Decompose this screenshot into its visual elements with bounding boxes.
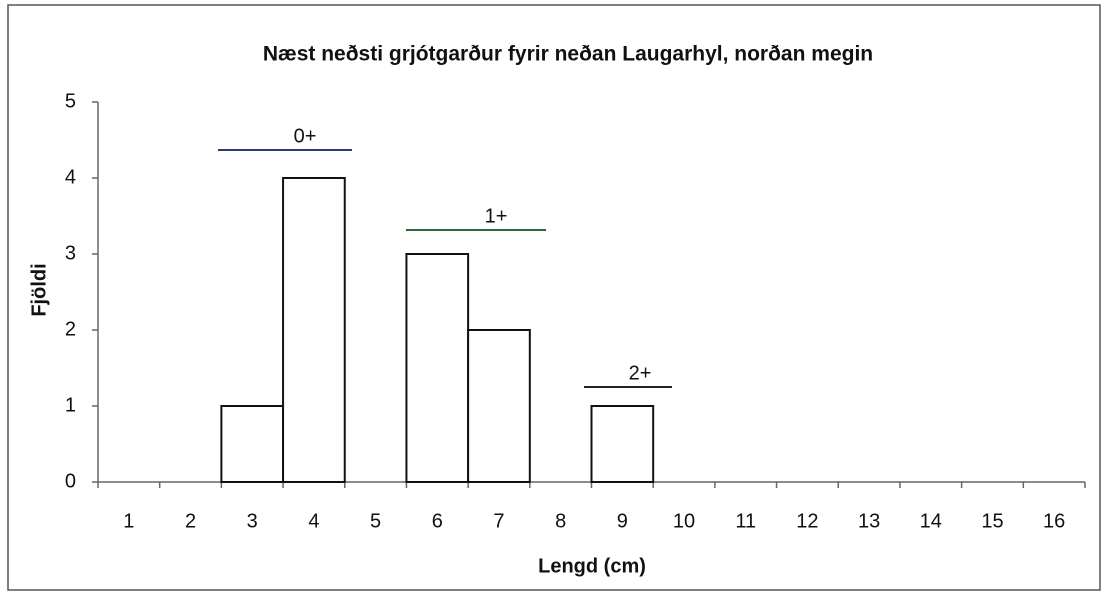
- x-tick-label: 14: [920, 510, 942, 532]
- y-tick-label: 2: [65, 318, 76, 340]
- x-tick-label: 13: [858, 510, 880, 532]
- bar: [467, 329, 531, 483]
- y-axis-label: Fjöldi: [28, 263, 50, 316]
- x-tick-label: 16: [1043, 510, 1065, 532]
- y-tick-label: 5: [65, 90, 76, 112]
- x-tick-label: 2: [185, 510, 196, 532]
- x-tick-label: 10: [673, 510, 695, 532]
- x-tick-label: 15: [981, 510, 1003, 532]
- bar: [282, 177, 346, 483]
- x-tick-label: 4: [308, 510, 319, 532]
- x-tick-label: 1: [123, 510, 134, 532]
- annotation-label: 0+: [294, 125, 317, 147]
- x-axis-label: Lengd (cm): [538, 555, 646, 577]
- annotation-label: 2+: [629, 362, 652, 384]
- x-tick-label: 9: [617, 510, 628, 532]
- chart-title: Næst neðsti grjótgarður fyrir neðan Laug…: [263, 43, 873, 66]
- bar: [405, 253, 470, 483]
- x-tick-label: 11: [735, 510, 756, 532]
- annotation-label: 1+: [485, 205, 508, 227]
- x-tick-label: 8: [555, 510, 566, 532]
- chart-border: [7, 4, 1101, 591]
- x-tick-label: 7: [493, 510, 504, 532]
- y-tick-label: 0: [65, 470, 76, 492]
- y-tick-label: 4: [65, 166, 76, 188]
- x-tick-label: 12: [796, 510, 818, 532]
- bar: [220, 405, 285, 483]
- x-tick-label: 6: [432, 510, 443, 532]
- bar: [590, 405, 655, 483]
- x-tick-label: 3: [247, 510, 258, 532]
- x-tick-label: 5: [370, 510, 381, 532]
- y-tick-label: 3: [65, 242, 76, 264]
- y-tick-label: 1: [65, 394, 76, 416]
